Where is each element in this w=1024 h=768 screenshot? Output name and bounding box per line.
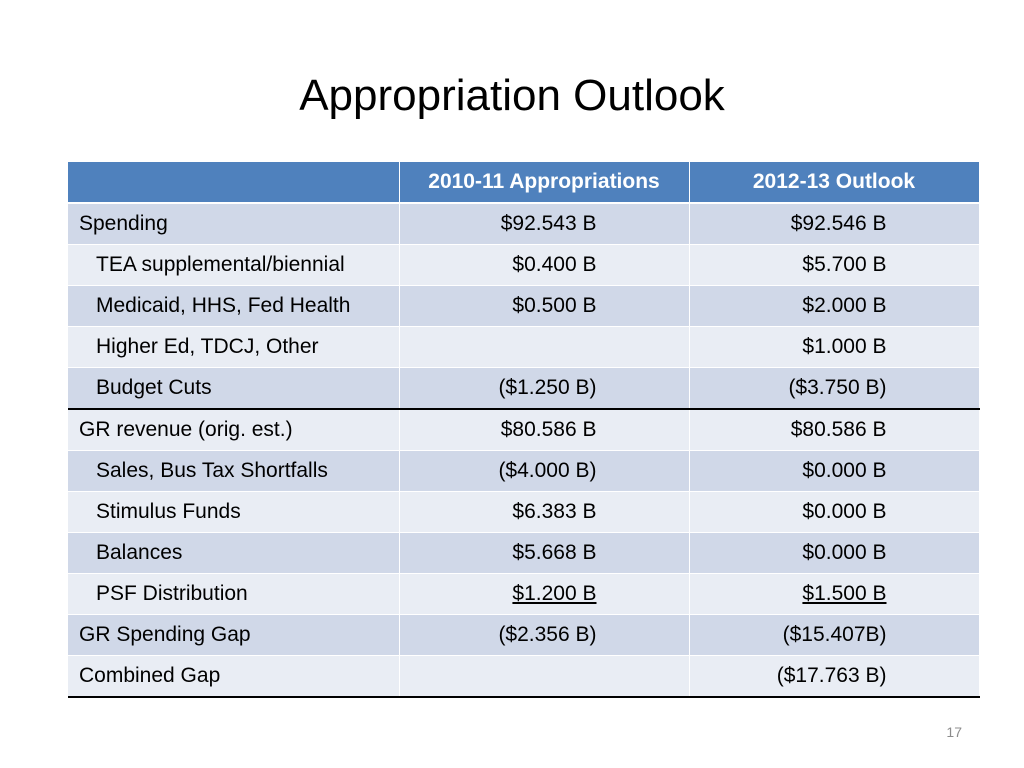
table-row: Sales, Bus Tax Shortfalls ($4.000 B) $0.… (68, 450, 980, 492)
table-row: TEA supplemental/biennial $0.400 B $5.70… (68, 244, 980, 286)
row-label: GR revenue (orig. est.) (68, 408, 400, 451)
slide-number: 17 (946, 724, 962, 740)
value-2010-11: $5.668 B (399, 532, 690, 574)
value-2010-11 (399, 655, 690, 698)
header-blank (68, 162, 400, 204)
value-2010-11: $0.400 B (399, 244, 690, 286)
appropriation-table: 2010-11 Appropriations 2012-13 Outlook S… (68, 162, 980, 698)
value-2010-11 (399, 326, 690, 368)
value-2012-13: ($15.407B) (689, 614, 980, 656)
value-2012-13: ($17.763 B) (689, 655, 980, 698)
row-label: Balances (68, 532, 400, 574)
row-label: GR Spending Gap (68, 614, 400, 656)
row-label: PSF Distribution (68, 573, 400, 615)
table-row: Stimulus Funds $6.383 B $0.000 B (68, 491, 980, 533)
table-row: Budget Cuts ($1.250 B) ($3.750 B) (68, 367, 980, 410)
underlined-value: $1.200 B (512, 582, 597, 605)
value-2012-13: $5.700 B (689, 244, 980, 286)
value-2012-13: $1.500 B (689, 573, 980, 615)
table-row: Combined Gap ($17.763 B) (68, 655, 980, 698)
value-2010-11: ($2.356 B) (399, 614, 690, 656)
value-2012-13: $80.586 B (689, 408, 980, 451)
value-2010-11: $0.500 B (399, 285, 690, 327)
row-label: Medicaid, HHS, Fed Health (68, 285, 400, 327)
row-label: Sales, Bus Tax Shortfalls (68, 450, 400, 492)
value-2010-11: $1.200 B (399, 573, 690, 615)
table-row: Higher Ed, TDCJ, Other $1.000 B (68, 326, 980, 368)
row-label: Higher Ed, TDCJ, Other (68, 326, 400, 368)
table-row: GR revenue (orig. est.) $80.586 B $80.58… (68, 408, 980, 451)
value-2012-13: $0.000 B (689, 450, 980, 492)
header-row: 2010-11 Appropriations 2012-13 Outlook (68, 162, 980, 204)
value-2012-13: ($3.750 B) (689, 367, 980, 410)
value-2010-11: $92.543 B (399, 203, 690, 245)
table-row: Spending $92.543 B $92.546 B (68, 203, 980, 245)
value-2010-11: ($1.250 B) (399, 367, 690, 410)
table-row: Medicaid, HHS, Fed Health $0.500 B $2.00… (68, 285, 980, 327)
header-2012-13: 2012-13 Outlook (689, 162, 980, 204)
value-2010-11: $6.383 B (399, 491, 690, 533)
table-row: GR Spending Gap ($2.356 B) ($15.407B) (68, 614, 980, 656)
value-2010-11: ($4.000 B) (399, 450, 690, 492)
table-row: Balances $5.668 B $0.000 B (68, 532, 980, 574)
row-label: Budget Cuts (68, 367, 400, 410)
row-label: Combined Gap (68, 655, 400, 698)
row-label: Spending (68, 203, 400, 245)
slide-title: Appropriation Outlook (299, 71, 725, 120)
row-label: TEA supplemental/biennial (68, 244, 400, 286)
value-2012-13: $1.000 B (689, 326, 980, 368)
value-2012-13: $92.546 B (689, 203, 980, 245)
value-2012-13: $2.000 B (689, 285, 980, 327)
value-2012-13: $0.000 B (689, 491, 980, 533)
value-2012-13: $0.000 B (689, 532, 980, 574)
header-2010-11: 2010-11 Appropriations (399, 162, 690, 204)
value-2010-11: $80.586 B (399, 408, 690, 451)
row-label: Stimulus Funds (68, 491, 400, 533)
underlined-value: $1.500 B (802, 582, 887, 605)
table-row: PSF Distribution $1.200 B $1.500 B (68, 573, 980, 615)
